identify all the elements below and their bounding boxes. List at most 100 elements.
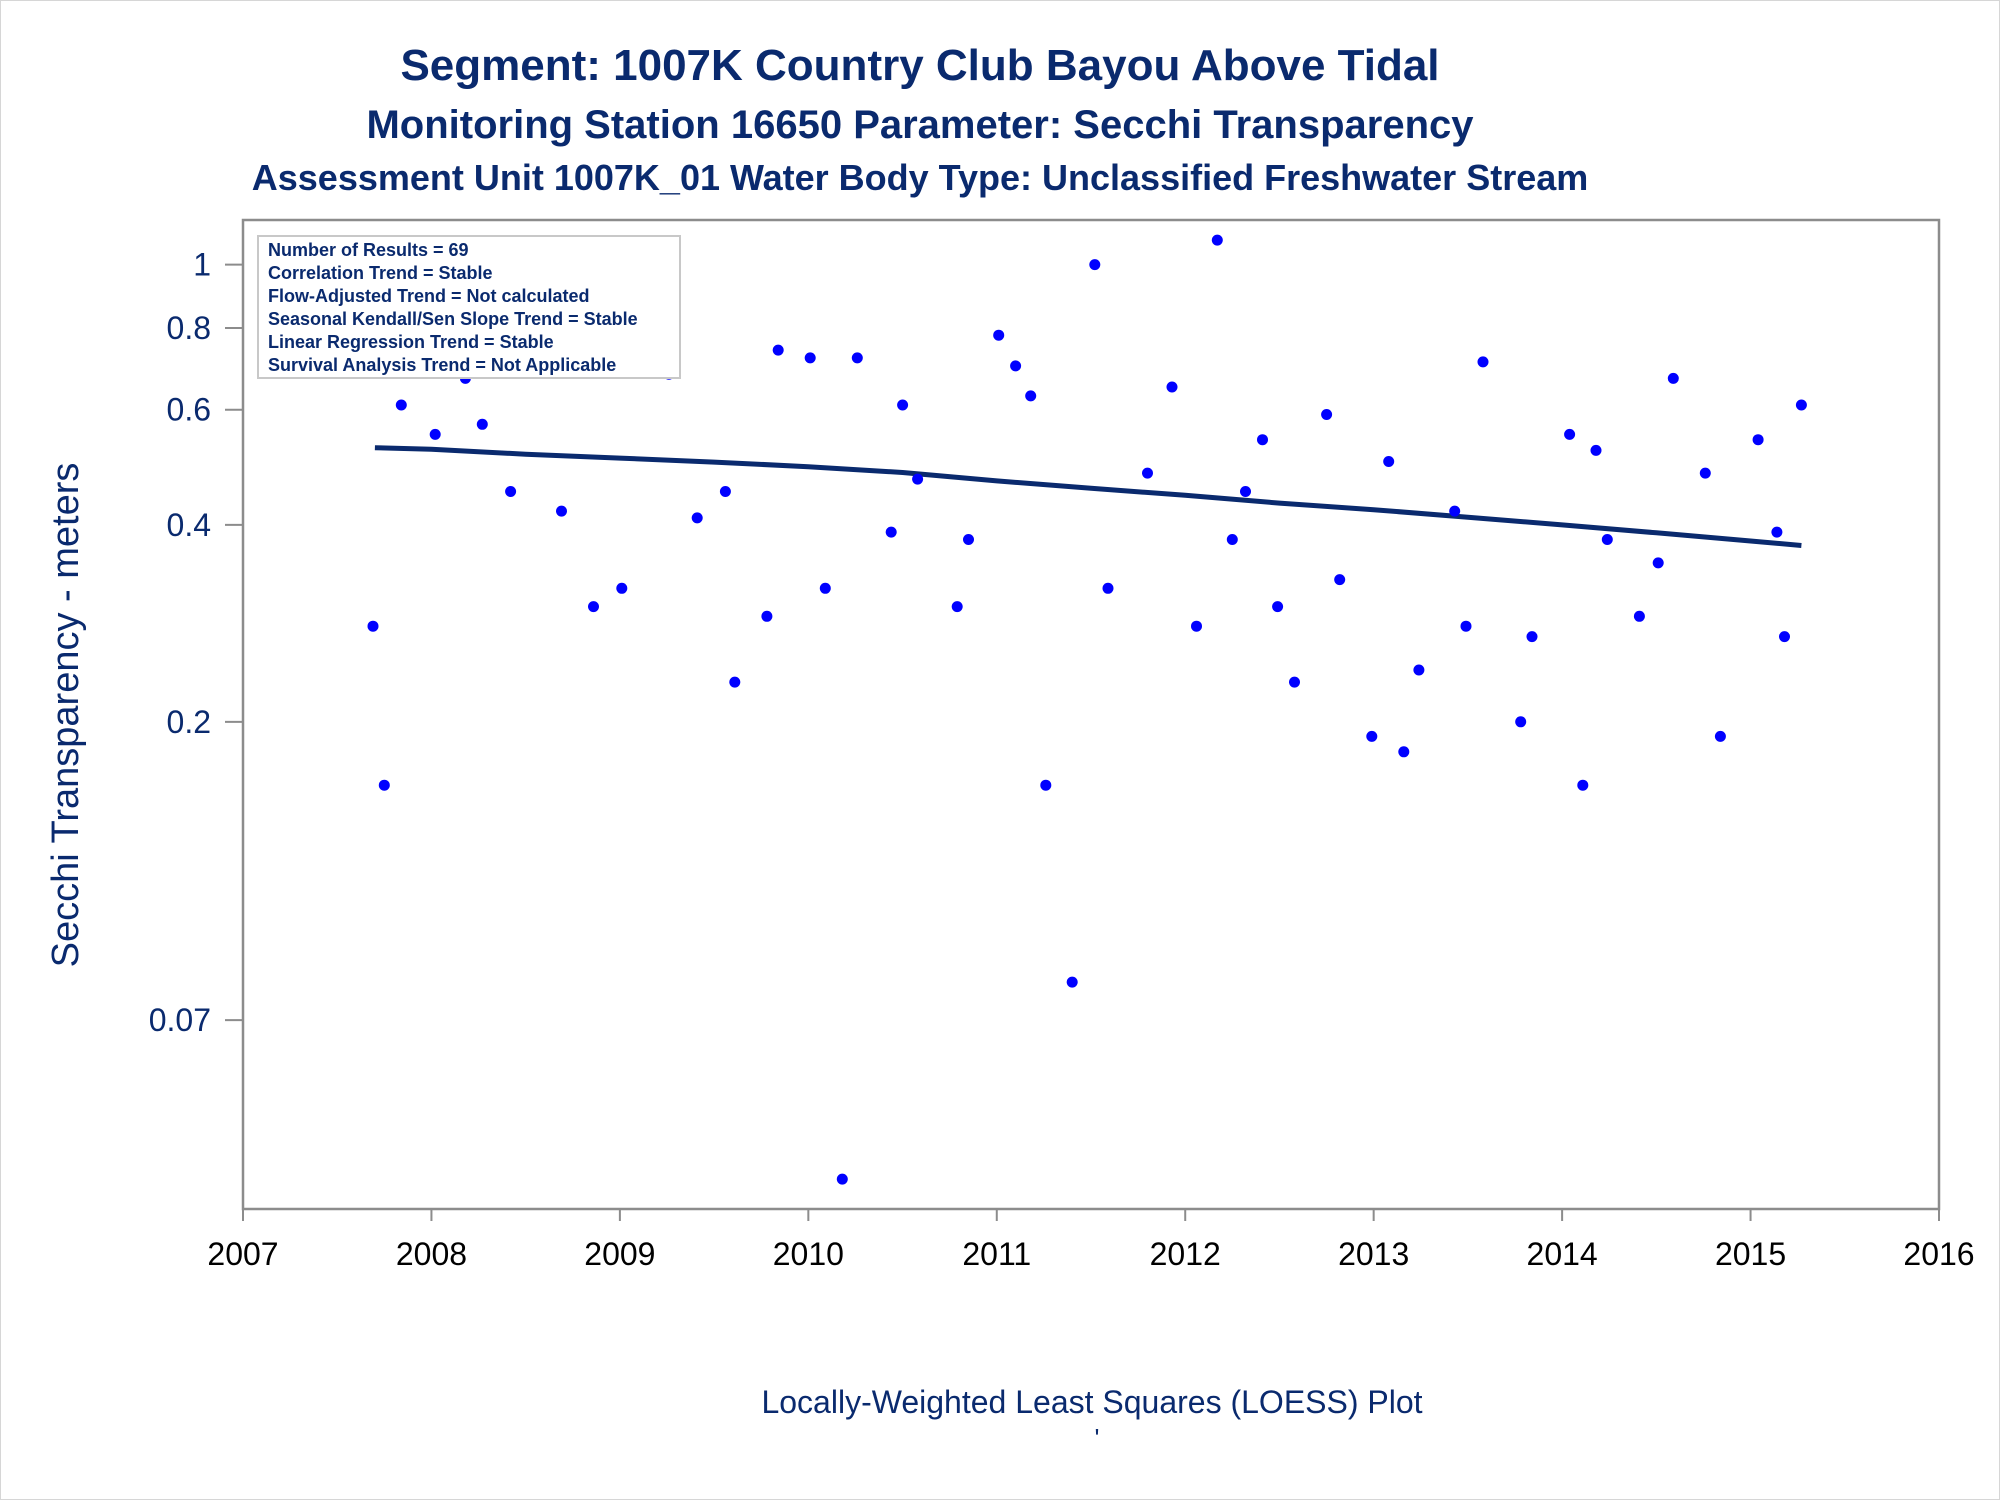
data-point [1102,582,1114,594]
data-point [804,352,816,364]
data-point [1633,610,1645,622]
data-point [1289,676,1300,688]
y-tick-label: 0.8 [167,310,211,346]
data-point [1211,234,1223,246]
data-point [1398,746,1410,758]
x-tick-label: 2014 [1527,1236,1598,1272]
data-point [1272,601,1284,613]
data-point [729,676,741,688]
data-point [1577,779,1589,791]
data-point [772,344,784,356]
plot-footer: Locally-Weighted Least Squares (LOESS) P… [761,1384,1422,1420]
x-tick-label: 2010 [773,1236,844,1272]
data-point [1142,467,1153,479]
data-point [1515,716,1527,728]
data-point [1066,976,1078,988]
data-point [367,620,379,632]
data-point [1460,620,1472,632]
data-point [1089,259,1101,271]
data-point [1191,620,1202,632]
data-point [429,428,441,440]
stats-line: Seasonal Kendall/Sen Slope Trend = Stabl… [268,309,638,329]
chart-subtitle-2: Assessment Unit 1007K_01 Water Body Type… [252,157,1589,198]
data-point [395,399,407,411]
chart-subtitle: Monitoring Station 16650 Parameter: Secc… [366,103,1474,147]
y-axis: 0.07 0.2 0.4 0.6 0.8 1 [149,247,243,1038]
y-tick-label: 1 [193,247,211,283]
footer-mark: ' [1095,1423,1100,1453]
loess-trend-line [374,445,1802,548]
data-point [1652,557,1664,569]
data-point [1752,434,1764,446]
stats-box-border [257,235,681,379]
data-point [1321,409,1333,420]
stats-line: Flow-Adjusted Trend = Not calculated [268,286,590,306]
data-point [1366,730,1378,742]
x-tick-label: 2013 [1338,1236,1409,1272]
data-point [761,610,773,622]
y-tick-label: 0.2 [167,704,211,740]
stats-line: Number of Results = 69 [268,240,469,260]
data-point [851,352,863,364]
data-point [1477,356,1489,368]
data-point [1590,444,1602,456]
x-axis: 2007 2008 2009 2010 2011 2012 2013 2014 2015 2016 [207,1209,1975,1272]
stats-line: Survival Analysis Trend = Not Applicable [268,355,616,375]
data-point [836,1173,848,1185]
y-tick-label: 0.07 [149,1002,211,1038]
loess-line [374,445,1802,548]
data-point [993,329,1005,341]
data-point [1449,505,1461,517]
data-point [1601,534,1613,545]
data-point [897,399,909,411]
data-point [885,526,897,538]
data-point [505,486,517,497]
data-point [1025,390,1037,402]
data-point [588,601,599,613]
data-point [378,779,390,791]
data-point [912,473,924,485]
data-point [1714,730,1726,742]
plot-area-border [241,218,1941,1211]
chart-title: Segment: 1007K Country Club Bayou Above … [400,41,1439,90]
data-point [1699,467,1711,479]
data-point [1257,434,1268,446]
x-tick-label: 2008 [396,1236,467,1272]
data-point [1166,381,1178,393]
data-point [1771,526,1783,538]
x-tick-label: 2011 [962,1236,1031,1272]
data-point [1226,534,1238,545]
x-tick-label: 2009 [584,1236,655,1272]
data-point [1526,631,1538,643]
stats-box: Number of Results = 69 Correlation Trend… [257,235,681,379]
y-tick-label: 0.6 [167,392,211,428]
data-point [1040,779,1052,791]
data-point [1667,372,1679,384]
data-point [819,582,831,594]
data-point [1413,664,1425,676]
data-point [1010,360,1022,372]
data-point [1383,456,1395,467]
stats-line: Linear Regression Trend = Stable [268,332,554,352]
x-tick-label: 2016 [1903,1236,1974,1272]
x-tick-label: 2007 [207,1236,278,1272]
x-tick-label: 2015 [1715,1236,1786,1272]
data-point [963,534,974,545]
data-points [367,234,1807,1185]
data-point [556,505,567,517]
data-point [1564,428,1576,440]
y-tick-label: 0.4 [167,507,211,543]
y-axis-label: Secchi Transparency - meters [45,463,87,968]
data-point [691,512,703,524]
data-point [1779,631,1790,643]
data-point [951,601,963,613]
data-point [476,418,488,430]
stats-line: Correlation Trend = Stable [268,263,493,283]
data-point [616,582,628,594]
x-tick-label: 2012 [1150,1236,1221,1272]
data-point [1795,399,1807,411]
data-point [1240,486,1251,497]
data-point [1334,574,1346,586]
data-point [719,486,731,497]
